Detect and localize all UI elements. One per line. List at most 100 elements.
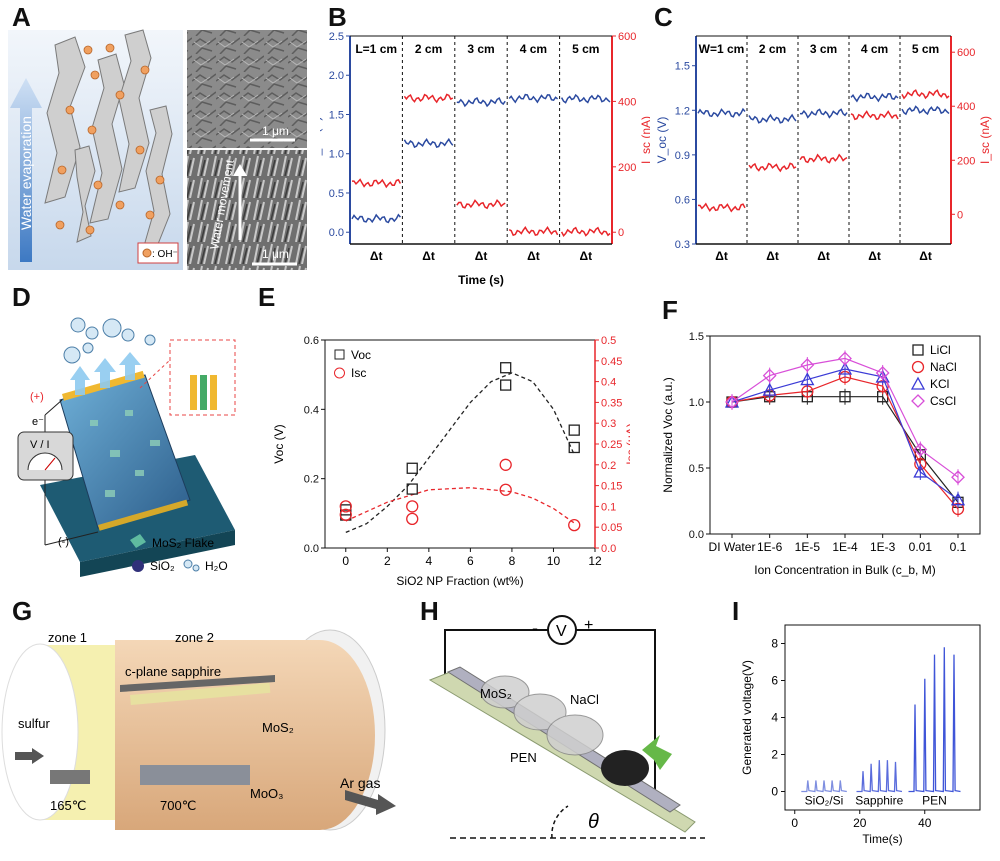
chart-b-segment-label: 3 cm — [467, 42, 494, 56]
nacl-droplets — [480, 675, 604, 756]
voltmeter-plus: + — [584, 617, 593, 634]
chart-b-voc-trace — [508, 93, 559, 104]
chart-c-xtick-label: Δt — [868, 249, 881, 263]
chart-e-voc-point — [500, 362, 512, 374]
chart-e-fit-line — [345, 372, 575, 533]
chart-f-cscl-point — [913, 442, 928, 457]
chart-f-kcl-point — [913, 464, 928, 478]
chart-c-y2tick-label: 0 — [957, 209, 963, 221]
chart-e-legend-isc: Isc — [351, 366, 366, 380]
chart-c-voc-trace — [799, 108, 848, 119]
chart-c-isc-trace — [901, 89, 950, 100]
chart-c-voc-trace — [697, 107, 746, 118]
evaporation-arrows-icon — [70, 352, 141, 395]
chart-e-y2tick-label: 0.15 — [601, 481, 622, 493]
moo3-boat — [140, 765, 250, 785]
mos2-flake-icon — [130, 534, 146, 548]
panel-label-i: I — [732, 596, 740, 626]
chart-c-ytick-label: 0.9 — [675, 150, 690, 162]
chart-f-cscl-point — [838, 351, 852, 366]
chart-f: DI Water 1E-6 1E-5 1E-4 1E-3 0.01 0.1 0.0 0.5 1.0… — [661, 331, 981, 577]
panel-label-e: E — [258, 282, 276, 312]
chart-e-voc-point — [406, 462, 418, 474]
chart-e-legend-voc-marker — [334, 349, 345, 360]
chart-c-y2tick-label: 400 — [957, 101, 975, 113]
chart-b-segment-label: L=1 cm — [355, 42, 397, 56]
voltmeter-icon — [547, 615, 577, 645]
chart-i-ytick-label: 2 — [771, 748, 778, 762]
chart-e-fit-line — [345, 487, 575, 524]
chart-e-isc-point — [499, 458, 512, 471]
chart-f-xtick-label: 0.1 — [950, 540, 967, 554]
hydroxide-ions — [55, 43, 165, 235]
chart-b-isc-trace — [456, 199, 506, 210]
chart-f-cscl-point — [875, 366, 890, 380]
minus-terminal: (-) — [58, 536, 69, 548]
chart-b-ytick-label: 2.5 — [329, 31, 344, 43]
chart-e-ytick-label: 0.2 — [304, 474, 319, 486]
chart-e-xtick-label: 8 — [509, 554, 516, 568]
chart-b-xtick-label: Δt — [527, 249, 540, 263]
chart-c-voc-trace — [850, 92, 899, 103]
chart-f-legend-cscl-marker — [911, 394, 925, 408]
chart-f-xtick-label: 1E-5 — [795, 540, 821, 554]
chart-f-licl-point — [839, 391, 851, 403]
chart-f-legend-nacl-marker — [911, 360, 925, 374]
chart-b-isc-trace — [403, 93, 454, 104]
chart-i-ytick-label: 8 — [771, 637, 778, 651]
chart-f-cscl-point — [725, 395, 739, 409]
chart-c-xtick-label: Δt — [766, 249, 779, 263]
chart-b-y2tick-label: 600 — [618, 31, 636, 43]
bottom-electrode — [98, 499, 189, 531]
chart-i-ytick-label: 0 — [771, 785, 778, 799]
chart-b-voc-trace — [403, 137, 454, 149]
chart-b-isc-trace — [352, 178, 402, 189]
chart-f-kcl-point — [762, 382, 777, 396]
legend-h2o: H₂O — [205, 559, 228, 573]
nacl-label: NaCl — [570, 692, 599, 707]
electron-label: e⁻ — [32, 416, 44, 428]
panel-a-illustration: Water evaporation : OH⁻ 1 μm Water movem… — [8, 29, 307, 270]
chart-b-ytick-label: 2.0 — [329, 70, 344, 82]
chart-c-segment-label: 3 cm — [810, 42, 837, 56]
chart-f-ytick-label: 1.0 — [689, 397, 704, 409]
chart-f-xtick-label: 1E-3 — [870, 540, 896, 554]
oh-legend-box — [137, 242, 179, 264]
chart-f-legend-kcl-marker — [910, 376, 926, 390]
zone2-label: zone 2 — [175, 630, 214, 645]
chart-c-voc-trace — [748, 113, 797, 124]
chart-f-ytick-label: 0.0 — [689, 529, 704, 541]
chart-e-isc-point — [499, 483, 512, 496]
chart-e-y2tick-label: 0.0 — [601, 543, 616, 555]
sulfur-label: sulfur — [18, 716, 50, 731]
chart-e-ytick-label: 0.4 — [304, 404, 319, 416]
panel-label-g: G — [12, 596, 33, 626]
chart-f-cscl-point — [800, 358, 815, 372]
chart-i-sapphire-trace — [856, 760, 903, 793]
chart-i-xtick-label: 0 — [791, 816, 798, 830]
chart-i-group-label: PEN — [922, 793, 947, 807]
chart-f-legend-nacl: NaCl — [930, 360, 957, 374]
moo3-label: MoO₃ — [250, 786, 283, 801]
chart-c-ytick-label: 1.2 — [675, 105, 690, 117]
chart-e-y2tick-label: 0.2 — [601, 460, 616, 472]
chart-e-y2tick-label: 0.05 — [601, 522, 622, 534]
panel-label-b: B — [328, 2, 347, 32]
chart-f-xtick-label: 1E-6 — [757, 540, 783, 554]
chart-b-voc-trace — [351, 213, 401, 224]
chart-e-voc-point — [568, 424, 580, 436]
temp1-label: 165℃ — [50, 798, 86, 813]
temp2-label: 700℃ — [160, 798, 196, 813]
h2o-icon — [183, 559, 200, 572]
chart-b-segment-label: 4 cm — [520, 42, 547, 56]
water-vapor-bubbles — [63, 317, 156, 364]
plus-terminal: (+) — [30, 391, 44, 403]
chart-f-legend-kcl: KCl — [930, 377, 949, 391]
meter-label: V / I — [30, 439, 50, 451]
legend-mos2: MoS₂ Flake — [152, 536, 214, 550]
zone1-label: zone 1 — [48, 630, 87, 645]
chart-i-xtick-label: 20 — [853, 816, 867, 830]
chart-b-isc-trace — [560, 226, 611, 237]
chart-b-y2tick-label: 0 — [618, 227, 624, 239]
sapphire-label: c-plane sapphire — [125, 664, 221, 679]
